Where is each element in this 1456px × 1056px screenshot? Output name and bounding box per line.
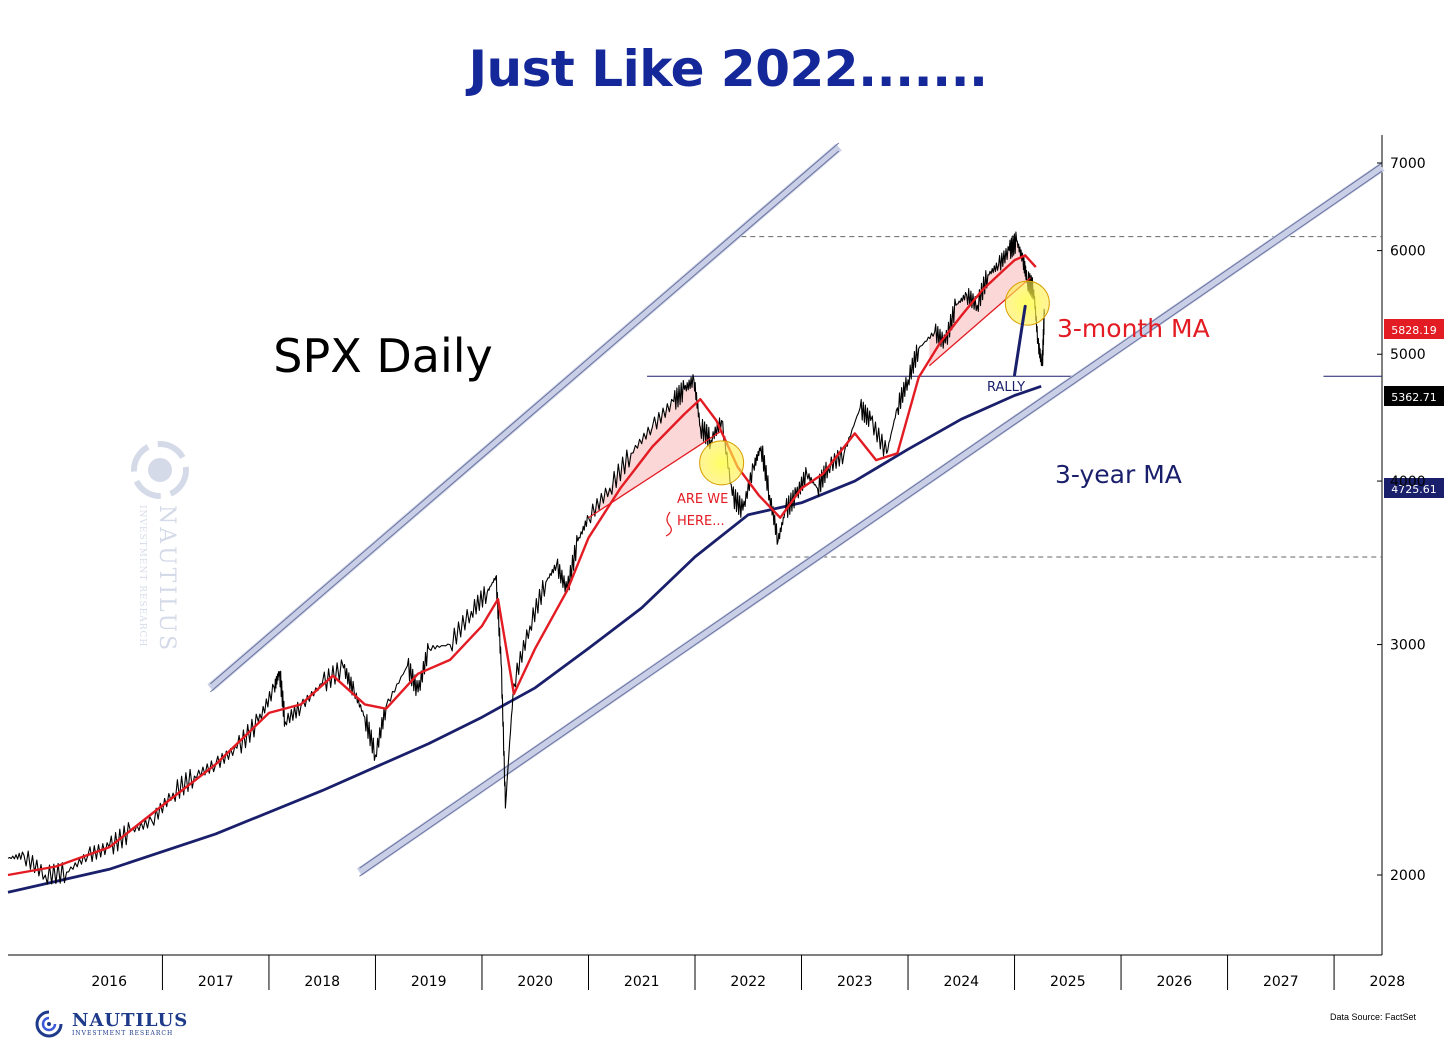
here-annotation: HERE... xyxy=(677,514,725,529)
brand-tagline: INVESTMENT RESEARCH xyxy=(72,1029,174,1037)
x-tick-label: 2026 xyxy=(1156,974,1192,990)
trend-channel-line xyxy=(359,170,1383,877)
y-tick-label: 6000 xyxy=(1390,244,1426,260)
highlight-circle xyxy=(699,440,745,486)
y-tick-label: 5000 xyxy=(1390,347,1426,363)
ma3m-price-label: 5828.19 xyxy=(1391,324,1437,337)
x-tick-label: 2016 xyxy=(91,974,127,990)
x-tick-label: 2025 xyxy=(1050,974,1086,990)
y-tick-label: 7000 xyxy=(1390,156,1426,172)
shaded-region xyxy=(588,383,722,518)
data-source: Data Source: FactSet xyxy=(1329,1012,1416,1022)
x-tick-label: 2024 xyxy=(943,974,979,990)
ma3m-line xyxy=(7,254,1037,877)
watermark-tagline: INVESTMENT RESEARCH xyxy=(137,505,147,647)
are-we-pointer xyxy=(665,511,672,537)
spx-price-label: 5362.71 xyxy=(1391,391,1437,404)
y-tick-label: 4000 xyxy=(1390,474,1426,490)
brand-name: NAUTILUS xyxy=(72,1009,189,1031)
ma3y-annotation: 3-year MA xyxy=(1055,460,1182,489)
x-tick-label: 2019 xyxy=(411,974,447,990)
watermark-logo-icon xyxy=(131,441,189,499)
chart-title: SPX Daily xyxy=(273,329,492,383)
x-tick-label: 2021 xyxy=(624,974,660,990)
ma3m-annotation: 3-month MA xyxy=(1057,314,1210,343)
x-tick-label: 2018 xyxy=(304,974,340,990)
nautilus-logo-icon xyxy=(35,1010,63,1038)
plot-area xyxy=(7,142,1385,894)
spx-price-line xyxy=(7,231,1045,885)
x-tick-label: 2020 xyxy=(517,974,553,990)
x-tick-label: 2023 xyxy=(837,974,873,990)
ma3y-line xyxy=(7,384,1042,894)
page-title: Just Like 2022....... xyxy=(468,40,988,98)
trend-channel-line xyxy=(207,143,842,692)
brand-logo: NAUTILUS INVESTMENT RESEARCH xyxy=(30,1008,188,1040)
rally-annotation: RALLY xyxy=(987,380,1025,395)
rally-arrow xyxy=(1013,304,1027,377)
ma3y-price-callout: 4725.61 xyxy=(1384,478,1444,498)
are-we-annotation: ARE WE xyxy=(677,492,728,507)
ma3y-price-label: 4725.61 xyxy=(1391,483,1437,496)
ma3m-price-callout: 5828.19 xyxy=(1384,319,1444,339)
spx-price-callout: 5362.71 xyxy=(1384,386,1444,406)
x-tick-label: 2017 xyxy=(198,974,234,990)
x-tick-label: 2027 xyxy=(1263,974,1299,990)
y-tick-label: 3000 xyxy=(1390,638,1426,654)
trend-channel-line xyxy=(356,163,1385,876)
trend-channel-line xyxy=(359,162,1383,869)
watermark: NAUTILUS INVESTMENT RESEARCH xyxy=(131,441,189,653)
trendline xyxy=(588,430,722,519)
watermark-name: NAUTILUS xyxy=(154,505,179,653)
trend-channel-line xyxy=(210,142,840,685)
highlight-circle xyxy=(1004,280,1050,326)
y-tick-label: 2000 xyxy=(1390,868,1426,884)
x-tick-label: 2028 xyxy=(1370,974,1406,990)
x-tick-label: 2022 xyxy=(730,974,766,990)
trend-channel-line xyxy=(210,150,840,693)
